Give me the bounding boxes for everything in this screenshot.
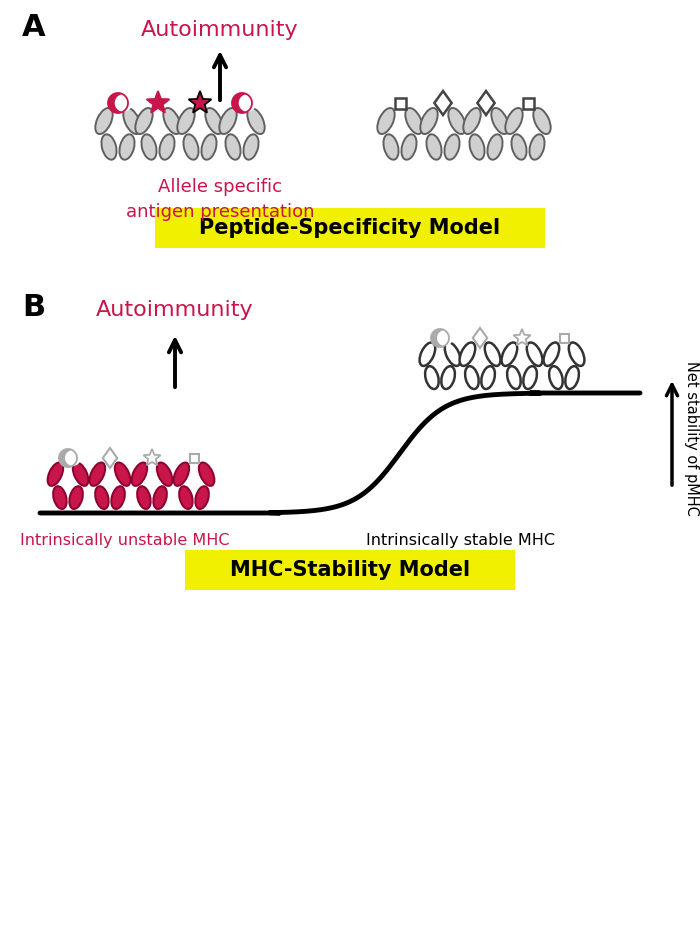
Ellipse shape	[533, 108, 551, 134]
Polygon shape	[108, 93, 128, 113]
Polygon shape	[232, 93, 252, 113]
Polygon shape	[115, 94, 132, 112]
Ellipse shape	[69, 486, 83, 509]
Ellipse shape	[502, 342, 517, 366]
Ellipse shape	[524, 366, 537, 389]
Bar	[559, 334, 568, 342]
Ellipse shape	[123, 108, 141, 134]
Ellipse shape	[425, 366, 439, 389]
Text: Autoimmunity: Autoimmunity	[141, 20, 299, 40]
Ellipse shape	[244, 135, 258, 159]
Ellipse shape	[160, 135, 174, 159]
Ellipse shape	[120, 135, 134, 159]
Text: Allele specific
antigen presentation: Allele specific antigen presentation	[126, 178, 314, 221]
Ellipse shape	[544, 342, 559, 366]
Ellipse shape	[174, 463, 189, 486]
Ellipse shape	[566, 366, 579, 389]
Text: Intrinsically unstable MHC: Intrinsically unstable MHC	[20, 533, 230, 548]
Ellipse shape	[491, 108, 509, 134]
Polygon shape	[188, 91, 211, 113]
Ellipse shape	[132, 463, 147, 486]
Ellipse shape	[90, 463, 105, 486]
Ellipse shape	[177, 108, 195, 134]
Ellipse shape	[102, 135, 117, 159]
Ellipse shape	[157, 463, 172, 486]
Ellipse shape	[487, 135, 503, 159]
Ellipse shape	[569, 342, 584, 366]
FancyBboxPatch shape	[155, 208, 545, 248]
Ellipse shape	[199, 463, 214, 486]
Polygon shape	[65, 450, 81, 465]
Ellipse shape	[205, 108, 223, 134]
Ellipse shape	[141, 135, 157, 159]
Ellipse shape	[95, 108, 113, 134]
Bar	[395, 98, 405, 108]
Ellipse shape	[465, 366, 479, 389]
Ellipse shape	[202, 135, 216, 159]
Text: Intrinsically stable MHC: Intrinsically stable MHC	[365, 533, 554, 548]
Ellipse shape	[460, 342, 475, 366]
Ellipse shape	[179, 486, 193, 509]
Ellipse shape	[485, 342, 500, 366]
Text: A: A	[22, 13, 46, 42]
Ellipse shape	[401, 135, 416, 159]
Ellipse shape	[441, 366, 455, 389]
Ellipse shape	[444, 135, 460, 159]
Ellipse shape	[225, 135, 241, 159]
Text: MHC-Stability Model: MHC-Stability Model	[230, 560, 470, 580]
Ellipse shape	[377, 108, 395, 134]
Ellipse shape	[384, 135, 398, 159]
Polygon shape	[59, 449, 77, 467]
Ellipse shape	[527, 342, 542, 366]
Ellipse shape	[419, 342, 435, 366]
Ellipse shape	[470, 135, 484, 159]
Ellipse shape	[73, 463, 88, 486]
Ellipse shape	[135, 108, 153, 134]
Ellipse shape	[219, 108, 237, 134]
Polygon shape	[146, 91, 169, 113]
Text: Peptide-Specificity Model: Peptide-Specificity Model	[199, 218, 500, 238]
Ellipse shape	[183, 135, 199, 159]
Ellipse shape	[247, 108, 265, 134]
Ellipse shape	[482, 366, 495, 389]
Ellipse shape	[529, 135, 545, 159]
Ellipse shape	[153, 486, 167, 509]
Ellipse shape	[549, 366, 563, 389]
Ellipse shape	[448, 108, 466, 134]
Ellipse shape	[95, 486, 108, 509]
Ellipse shape	[115, 463, 130, 486]
Polygon shape	[239, 94, 256, 112]
Ellipse shape	[512, 135, 526, 159]
Ellipse shape	[111, 486, 125, 509]
Ellipse shape	[463, 108, 481, 134]
Ellipse shape	[48, 463, 63, 486]
Text: Autoimmunity: Autoimmunity	[96, 300, 254, 320]
Ellipse shape	[163, 108, 181, 134]
Bar	[522, 98, 533, 108]
Text: Net stability of pMHC: Net stability of pMHC	[685, 360, 699, 516]
Ellipse shape	[505, 108, 523, 134]
Ellipse shape	[507, 366, 521, 389]
Ellipse shape	[426, 135, 442, 159]
Ellipse shape	[444, 342, 461, 366]
Bar	[190, 453, 199, 463]
FancyBboxPatch shape	[185, 550, 515, 590]
Ellipse shape	[420, 108, 438, 134]
Text: B: B	[22, 293, 45, 322]
Ellipse shape	[195, 486, 209, 509]
Ellipse shape	[405, 108, 423, 134]
Polygon shape	[431, 329, 449, 347]
Ellipse shape	[137, 486, 150, 509]
Ellipse shape	[53, 486, 66, 509]
Polygon shape	[437, 330, 453, 346]
